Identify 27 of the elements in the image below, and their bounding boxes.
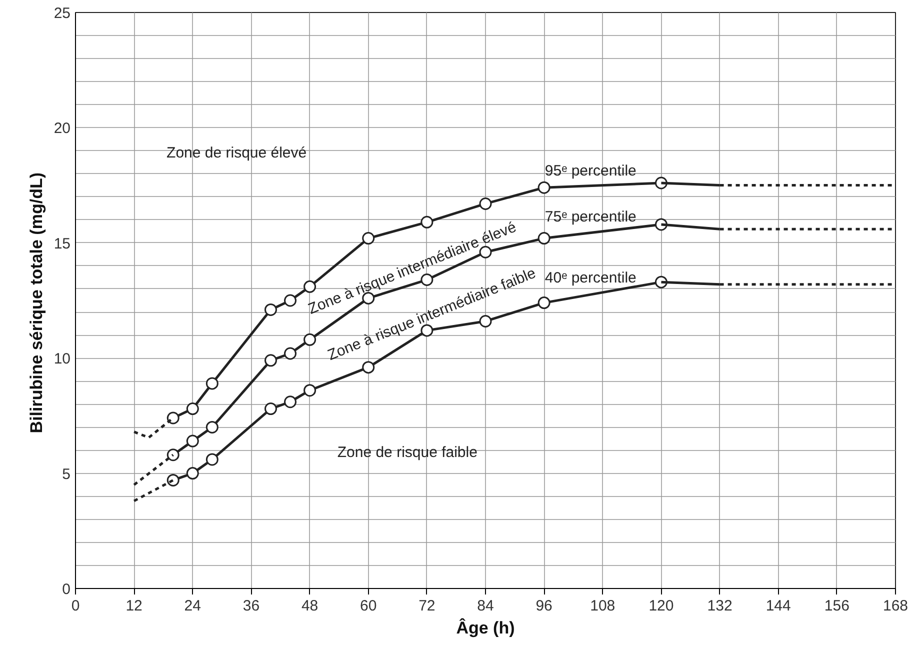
y-tick-label: 20 — [54, 120, 71, 138]
annotation: Zone de risque élevé — [166, 144, 307, 162]
y-tick-label: 0 — [62, 581, 70, 598]
x-tick-label: 168 — [882, 598, 908, 614]
x-tick-label: 60 — [360, 598, 377, 614]
series-label: 40ᵉ percentile — [544, 269, 636, 286]
x-tick-label: 36 — [242, 598, 260, 614]
y-tick-label: 15 — [54, 235, 71, 252]
x-tick-label: 132 — [707, 598, 732, 614]
y-axis-title: Bilirubine sérique totale (mg/dL) — [26, 172, 46, 434]
x-tick-label: 144 — [766, 598, 791, 614]
x-axis-title: Âge (h) — [456, 618, 515, 638]
y-tick-label: 25 — [54, 5, 71, 22]
x-tick-label: 48 — [301, 598, 318, 614]
y-tick-label: 5 — [62, 466, 70, 483]
series-label: 75ᵉ percentile — [544, 208, 636, 226]
x-tick-label: 12 — [126, 598, 142, 614]
x-tick-label: 120 — [648, 598, 674, 614]
annotation: Zone de risque faible — [337, 444, 478, 462]
y-tick-label: 10 — [54, 350, 71, 368]
x-tick-label: 156 — [824, 598, 850, 614]
x-tick-label: 96 — [536, 598, 552, 614]
x-tick-label: 84 — [477, 598, 494, 614]
x-tick-label: 108 — [590, 598, 616, 614]
series-label: 95ᵉ percentile — [544, 162, 636, 180]
x-tick-label: 24 — [184, 598, 201, 614]
x-tick-label: 72 — [418, 598, 436, 614]
